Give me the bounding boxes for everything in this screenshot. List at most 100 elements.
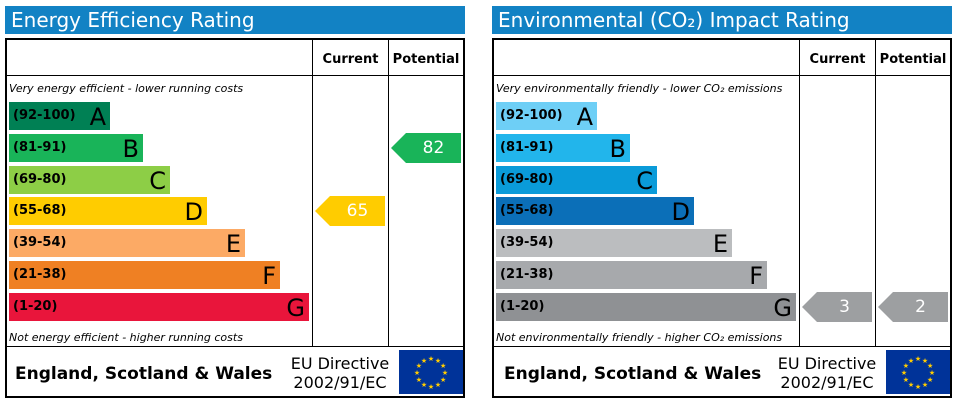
- band-e: (39-54) E: [496, 229, 732, 259]
- eu-star-icon: ★: [440, 376, 446, 384]
- eu-star-icon: ★: [421, 381, 427, 389]
- band-letter: C: [149, 166, 166, 195]
- divider: [799, 40, 800, 346]
- band-range: (55-68): [13, 203, 67, 219]
- eu-star-icon: ★: [442, 369, 448, 377]
- environmental-chart-box: Current Potential Very environmentally f…: [492, 38, 952, 398]
- divider: [7, 346, 463, 347]
- eu-star-icon: ★: [927, 376, 933, 384]
- footer-region: England, Scotland & Wales: [504, 364, 762, 384]
- band-c: (69-80) C: [9, 165, 170, 195]
- current-rating-arrow: 3: [802, 291, 872, 322]
- band-range: (92-100): [13, 108, 76, 123]
- band-range: (21-38): [500, 267, 554, 282]
- eu-directive-line-1: EU Directive: [777, 354, 877, 373]
- band-letter: D: [184, 198, 203, 227]
- eu-flag-icon: ★ ★ ★ ★ ★ ★ ★ ★ ★ ★ ★ ★: [886, 350, 950, 394]
- eu-star-icon: ★: [915, 355, 921, 363]
- band-letter: G: [773, 293, 792, 322]
- band-d: (55-68) D: [9, 197, 207, 227]
- band-c: (69-80) C: [496, 165, 657, 195]
- eu-star-icon: ★: [421, 357, 427, 365]
- band-letter: F: [262, 262, 276, 290]
- eu-star-icon: ★: [440, 362, 446, 370]
- eu-star-icon: ★: [435, 357, 441, 365]
- potential-column-header: Potential: [879, 52, 947, 67]
- band-b: (81-91) B: [496, 133, 630, 163]
- band-range: (55-68): [500, 203, 554, 219]
- band-range: (81-91): [13, 139, 67, 155]
- band-range: (39-54): [13, 235, 67, 251]
- divider: [388, 40, 389, 346]
- eu-star-icon: ★: [416, 362, 422, 370]
- potential-rating-value: 82: [422, 137, 445, 158]
- eu-directive-line-2: 2002/91/EC: [780, 373, 874, 392]
- eu-star-icon: ★: [922, 357, 928, 365]
- divider: [312, 40, 313, 346]
- current-rating-value: 3: [839, 296, 850, 317]
- eu-star-icon: ★: [903, 362, 909, 370]
- band-letter: A: [576, 103, 593, 131]
- band-letter: B: [609, 134, 626, 163]
- band-f: (21-38) F: [496, 261, 767, 290]
- band-range: (1-20): [13, 298, 58, 314]
- band-range: (1-20): [500, 298, 545, 314]
- eu-star-icon: ★: [435, 381, 441, 389]
- energy-chart-box: Current Potential Very energy efficient …: [5, 38, 465, 398]
- band-b: (81-91) B: [9, 133, 143, 163]
- eu-star-icon: ★: [428, 355, 434, 363]
- eu-star-icon: ★: [903, 376, 909, 384]
- potential-rating-arrow: 82: [391, 132, 461, 163]
- potential-rating-arrow: 2: [878, 291, 948, 322]
- potential-column-header: Potential: [392, 52, 460, 67]
- band-range: (69-80): [500, 171, 554, 187]
- band-range: (81-91): [500, 139, 554, 155]
- divider: [875, 40, 876, 346]
- band-a: (92-100) A: [496, 102, 597, 131]
- eu-directive: EU Directive 2002/91/EC: [774, 354, 880, 392]
- environmental-panel-title: Environmental (CO₂) Impact Rating: [492, 6, 952, 34]
- band-letter: G: [286, 293, 305, 322]
- energy-panel-title: Energy Efficiency Rating: [5, 6, 465, 34]
- eu-star-icon: ★: [901, 369, 907, 377]
- eu-star-icon: ★: [929, 369, 935, 377]
- current-column-header: Current: [322, 52, 379, 67]
- eu-star-icon: ★: [927, 362, 933, 370]
- band-letter: E: [712, 230, 728, 259]
- divider: [494, 346, 950, 347]
- band-letter: A: [89, 103, 106, 131]
- eu-star-icon: ★: [416, 376, 422, 384]
- eu-star-icon: ★: [908, 381, 914, 389]
- divider: [494, 75, 950, 76]
- band-g: (1-20) G: [9, 292, 309, 322]
- bottom-caption: Not environmentally friendly - higher CO…: [496, 331, 783, 344]
- eu-star-icon: ★: [414, 369, 420, 377]
- band-d: (55-68) D: [496, 197, 694, 227]
- band-range: (92-100): [500, 108, 563, 123]
- bottom-caption: Not energy efficient - higher running co…: [9, 331, 243, 344]
- band-letter: B: [122, 134, 139, 163]
- band-g: (1-20) G: [496, 292, 796, 322]
- band-letter: E: [225, 230, 241, 259]
- band-range: (39-54): [500, 235, 554, 251]
- band-e: (39-54) E: [9, 229, 245, 259]
- eu-directive: EU Directive 2002/91/EC: [287, 354, 393, 392]
- divider: [7, 75, 463, 76]
- current-rating-value: 65: [346, 201, 369, 222]
- eu-flag-icon: ★ ★ ★ ★ ★ ★ ★ ★ ★ ★ ★ ★: [399, 350, 463, 394]
- current-rating-arrow: 65: [315, 196, 385, 227]
- eu-directive-line-1: EU Directive: [290, 354, 390, 373]
- eu-star-icon: ★: [908, 357, 914, 365]
- band-range: (21-38): [13, 267, 67, 282]
- energy-efficiency-panel: Energy Efficiency Rating Current Potenti…: [5, 6, 465, 398]
- environmental-impact-panel: Environmental (CO₂) Impact Rating Curren…: [492, 6, 952, 398]
- top-caption: Very energy efficient - lower running co…: [9, 82, 244, 95]
- footer-region: England, Scotland & Wales: [15, 364, 273, 384]
- band-letter: C: [636, 166, 653, 195]
- band-f: (21-38) F: [9, 261, 280, 290]
- eu-star-icon: ★: [922, 381, 928, 389]
- band-range: (69-80): [13, 171, 67, 187]
- eu-star-icon: ★: [915, 383, 921, 391]
- band-letter: D: [671, 198, 690, 227]
- band-letter: F: [749, 262, 763, 290]
